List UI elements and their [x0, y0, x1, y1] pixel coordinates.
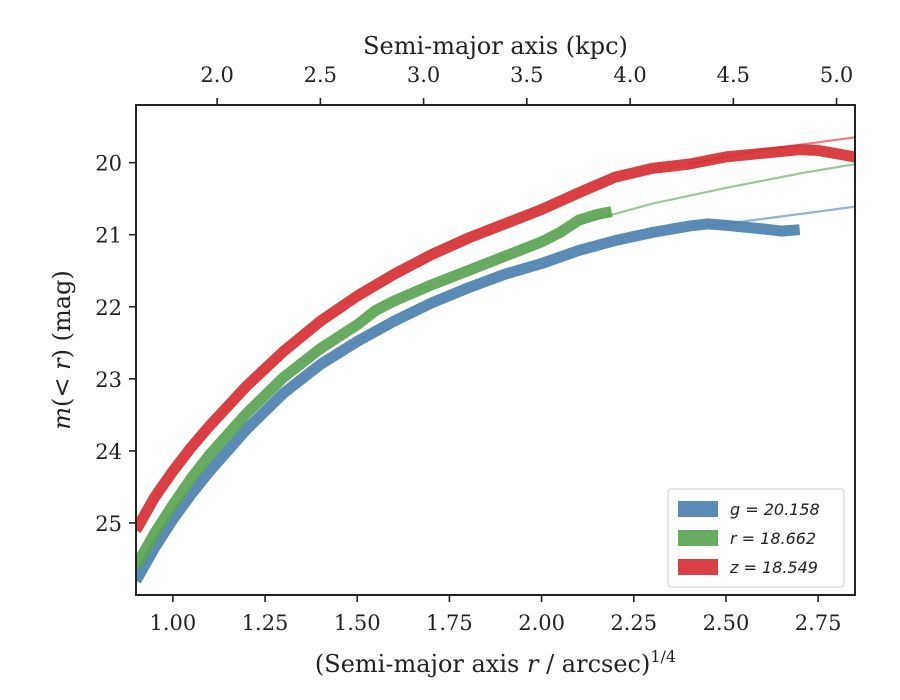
- legend-label: g = 20.158: [730, 500, 820, 519]
- y-tick-label: 22: [95, 296, 122, 320]
- series-line-2: [136, 144, 855, 533]
- top-tick-label: 4.5: [717, 63, 750, 87]
- series-line-0: [136, 218, 801, 584]
- top-x-ticks: 2.0 2.5 3.0 3.5 4.0 4.5 5.0: [200, 63, 853, 105]
- top-tick-label: 3.0: [407, 63, 440, 87]
- x-tick-label: 2.75: [795, 611, 842, 635]
- x-axis-label: (Semi-major axis r / arcsec)1/4: [315, 647, 676, 678]
- y-tick-label: 24: [95, 440, 122, 464]
- legend-swatch: [678, 501, 718, 517]
- legend: g = 20.158 r = 18.662 z = 18.549: [667, 488, 845, 588]
- top-tick-label: 4.0: [613, 63, 646, 87]
- x-tick-label: 2.00: [518, 611, 565, 635]
- legend-swatch: [678, 530, 718, 546]
- y-tick-label: 23: [95, 368, 122, 392]
- x-tick-label: 1.25: [242, 611, 289, 635]
- plot-frame: [135, 104, 856, 596]
- x-tick-label: 1.75: [426, 611, 473, 635]
- x-tick-label: 1.50: [334, 611, 381, 635]
- top-tick-label: 5.0: [820, 63, 853, 87]
- y-tick-label: 20: [95, 152, 122, 176]
- y-tick-label: 21: [95, 224, 122, 248]
- x-tick-label: 1.00: [149, 611, 196, 635]
- bottom-x-ticks: 1.00 1.25 1.50 1.75 2.00 2.25 2.50 2.75: [149, 595, 842, 635]
- y-axis-label: m(< r) (mag): [48, 270, 76, 430]
- top-x-axis-label: Semi-major axis (kpc): [363, 32, 628, 60]
- legend-swatch: [678, 559, 718, 575]
- y-tick-label: 25: [95, 512, 122, 536]
- x-tick-label: 2.25: [610, 611, 657, 635]
- x-tick-label: 2.50: [703, 611, 750, 635]
- y-ticks: 20 21 22 23 24 25: [95, 152, 136, 536]
- series-line-1: [136, 206, 613, 569]
- data-series: [136, 144, 855, 584]
- top-tick-label: 2.0: [200, 63, 233, 87]
- fit-line-1: [578, 163, 855, 225]
- legend-label: z = 18.549: [729, 558, 818, 577]
- legend-label: r = 18.662: [730, 529, 816, 548]
- top-tick-label: 3.5: [510, 63, 543, 87]
- top-tick-label: 2.5: [304, 63, 337, 87]
